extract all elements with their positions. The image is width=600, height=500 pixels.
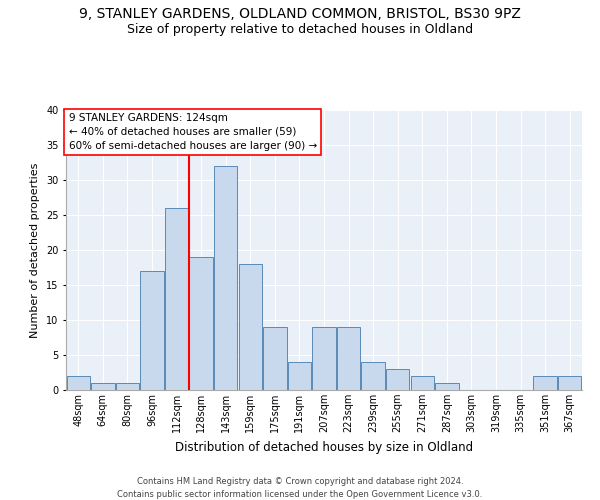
Text: 9, STANLEY GARDENS, OLDLAND COMMON, BRISTOL, BS30 9PZ: 9, STANLEY GARDENS, OLDLAND COMMON, BRIS… (79, 8, 521, 22)
Bar (239, 264, 262, 390)
Bar (313, 327, 335, 390)
Bar (386, 369, 409, 390)
Bar (410, 376, 434, 390)
Text: 9 STANLEY GARDENS: 124sqm
← 40% of detached houses are smaller (59)
60% of semi-: 9 STANLEY GARDENS: 124sqm ← 40% of detac… (68, 113, 317, 151)
Bar (140, 271, 164, 390)
Bar (165, 208, 188, 390)
Bar (361, 362, 385, 390)
Bar (214, 166, 238, 390)
Bar (190, 257, 213, 390)
X-axis label: Distribution of detached houses by size in Oldland: Distribution of detached houses by size … (175, 440, 473, 454)
Bar (116, 383, 139, 390)
Bar (558, 376, 581, 390)
Bar (263, 327, 287, 390)
Y-axis label: Number of detached properties: Number of detached properties (31, 162, 40, 338)
Bar (337, 327, 360, 390)
Bar (435, 383, 458, 390)
Text: Contains HM Land Registry data © Crown copyright and database right 2024.
Contai: Contains HM Land Registry data © Crown c… (118, 478, 482, 499)
Bar (288, 362, 311, 390)
Bar (91, 383, 115, 390)
Bar (67, 376, 90, 390)
Text: Size of property relative to detached houses in Oldland: Size of property relative to detached ho… (127, 22, 473, 36)
Bar (533, 376, 557, 390)
